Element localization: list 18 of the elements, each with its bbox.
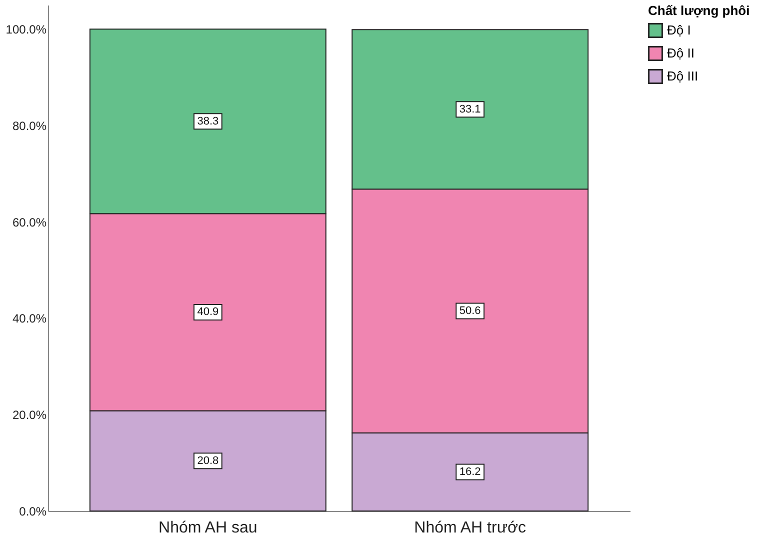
data-label: 50.6 [459, 305, 481, 318]
y-tick-label: 0.0% [19, 504, 47, 518]
legend-label: Độ II [667, 46, 694, 60]
x-tick-label: Nhóm AH sau [158, 520, 258, 536]
data-label: 16.2 [459, 466, 481, 478]
legend-title: Chất lượng phôi [648, 3, 750, 18]
y-tick-label: 20.0% [12, 408, 47, 422]
x-tick-label: Nhóm AH trước [414, 520, 526, 536]
data-label: 40.9 [197, 306, 219, 318]
y-tick-label: 100.0% [6, 22, 47, 37]
data-label: 33.1 [459, 103, 481, 116]
data-label: 20.8 [197, 454, 219, 467]
y-tick-label: 40.0% [12, 312, 47, 326]
legend-label: Độ I [667, 22, 691, 38]
y-tick-label: 60.0% [12, 215, 47, 230]
y-tick-label: 80.0% [12, 118, 47, 133]
data-label: 38.3 [197, 115, 219, 128]
legend-label: Độ III [667, 68, 698, 84]
